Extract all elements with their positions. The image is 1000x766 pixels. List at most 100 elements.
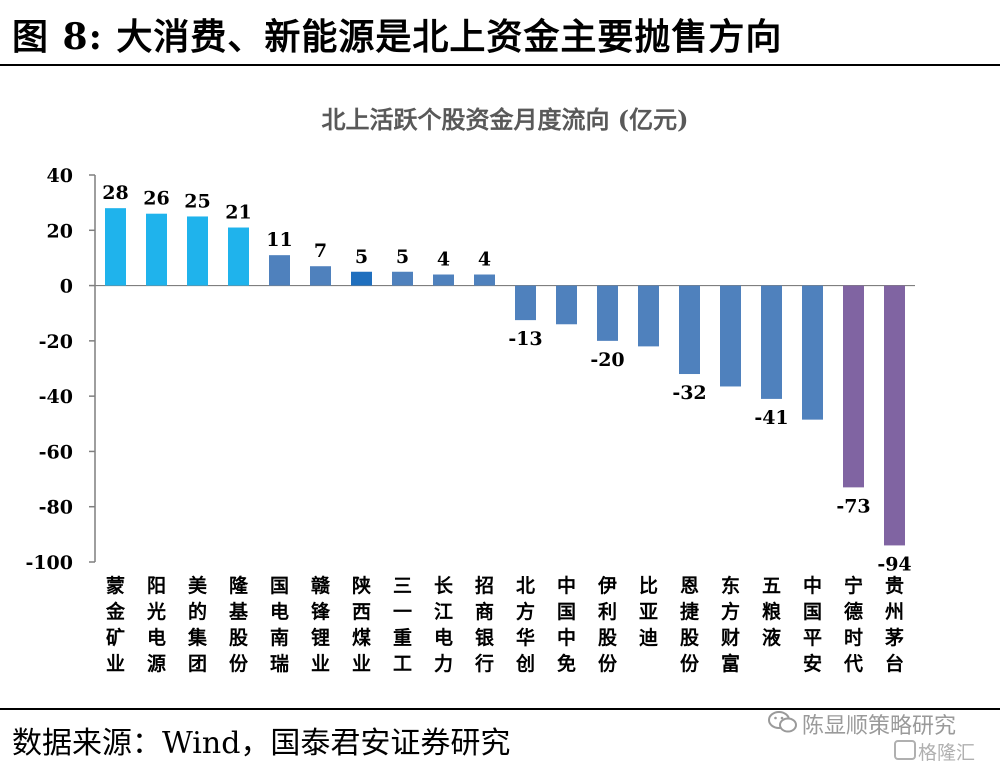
bar [761,285,782,399]
bar [802,285,823,420]
x-tick-label: 方 [721,600,740,623]
figure-header: 图 8: 大消费、新能源是北上资金主要抛售方向 [0,0,1000,60]
bar [515,285,536,321]
x-tick-label: 代 [843,653,863,675]
x-tick-label: 股 [680,627,699,649]
x-tick-label: 电 [147,626,166,649]
x-tick-label: 国 [270,575,289,597]
x-tick-label: 德 [844,600,863,623]
bar-chart: 北上活跃个股资金月度流向 (亿元) 40200-20-40-60-80-100 … [25,105,915,675]
bar [351,271,372,286]
x-tick-label: 一 [393,601,412,623]
watermark: 陈显顺策略研究 格隆汇 [768,706,1000,764]
x-tick-label: 业 [106,653,125,675]
x-tick-label: 比 [639,575,658,597]
data-label: 5 [396,246,409,268]
x-tick-label: 中 [557,574,576,597]
y-tick-label: -100 [25,552,73,574]
x-tick-label: 重 [393,627,412,649]
y-tick-label: 0 [60,276,73,298]
x-tick-label: 电 [434,626,453,649]
x-tick-label: 中 [557,626,576,649]
x-tick-label: 捷 [680,600,700,623]
bar [843,285,864,488]
x-tick-label: 贵 [885,575,904,597]
x-tick-label: 平 [803,627,822,649]
bottom-rule [0,708,1000,710]
wechat-icon [768,711,797,733]
bar [433,274,454,286]
x-tick-label: 伊 [597,574,617,597]
x-tick-label: 股 [598,627,617,649]
x-tick-label: 三 [393,575,412,597]
x-tick-label: 隆 [229,574,249,597]
x-tick-label: 赣 [311,574,331,597]
y-tick-label: 20 [47,220,73,242]
x-tick-label: 西 [352,601,371,623]
x-tick-label: 中 [803,574,822,597]
x-tick-label: 液 [762,626,782,649]
x-tick-label: 粮 [762,600,781,623]
x-tick-label: 工 [393,653,412,675]
data-label: -20 [590,349,624,371]
x-tick-label: 业 [311,653,330,675]
watermark-site: 格隆汇 [918,742,976,764]
x-tick-label: 州 [885,601,904,623]
data-label: -41 [754,407,788,429]
x-tick-label: 方 [516,600,535,623]
y-tick-label: 40 [47,165,73,187]
source-note: 数据来源：Wind，国泰君安证券研究 [12,726,511,761]
x-tick-label: 矿 [106,626,125,649]
y-tick-label: -80 [39,497,73,519]
x-tick-label: 锂 [311,626,330,649]
bar [597,285,618,341]
x-tick-label: 煤 [352,627,371,649]
x-tick-label: 恩 [680,575,699,597]
chart-title: 北上活跃个股资金月度流向 (亿元) [321,105,688,134]
bar [474,274,495,286]
x-tick-label: 源 [147,652,166,675]
data-label: 25 [184,190,210,212]
y-tick-label: -60 [39,441,73,463]
figure-title: 图 8: 大消费、新能源是北上资金主要抛售方向 [12,16,783,58]
x-tick-label: 的 [188,600,207,623]
bar [638,285,659,347]
x-tick-label: 行 [474,652,494,675]
x-tick-label: 长 [434,575,454,597]
x-tick-label: 集 [187,626,208,649]
x-tick-label: 股 [229,627,248,649]
x-tick-label: 南 [270,627,289,649]
bar [187,216,208,286]
data-label: -73 [836,495,870,517]
x-tick-label: 瑞 [270,652,289,675]
data-label: 4 [437,249,450,271]
data-label: 11 [266,229,292,251]
bar [228,227,249,286]
data-label: 28 [102,182,128,204]
y-tick-label: -40 [39,386,73,408]
x-tick-label: 亚 [639,601,658,623]
bar [884,285,905,546]
x-tick-label: 份 [680,652,700,675]
x-tick-label: 财 [721,626,740,649]
x-tick-label: 光 [146,600,166,623]
x-tick-label: 力 [434,652,453,675]
x-tick-label: 基 [228,600,249,623]
x-tick-label: 利 [598,601,617,623]
bar [310,266,331,286]
y-tick-label: -20 [39,331,73,353]
data-label: -94 [877,553,911,575]
x-tick-label: 台 [885,652,904,675]
x-tick-label: 蒙 [106,575,125,597]
data-label: -32 [672,382,706,404]
bar [146,213,167,286]
x-axis-labels: 蒙金矿业阳光电源美的集团隆基股份国电南瑞赣锋锂业陕西煤业三一重工长江电力招商银行… [105,574,904,675]
x-tick-label: 江 [434,601,453,623]
x-tick-label: 茅 [885,626,904,649]
x-tick-label: 金 [105,600,126,623]
x-tick-label: 北 [516,575,535,597]
x-tick-label: 迪 [639,627,658,649]
x-tick-label: 安 [803,652,822,675]
x-tick-label: 业 [352,653,371,675]
bar [556,285,577,325]
